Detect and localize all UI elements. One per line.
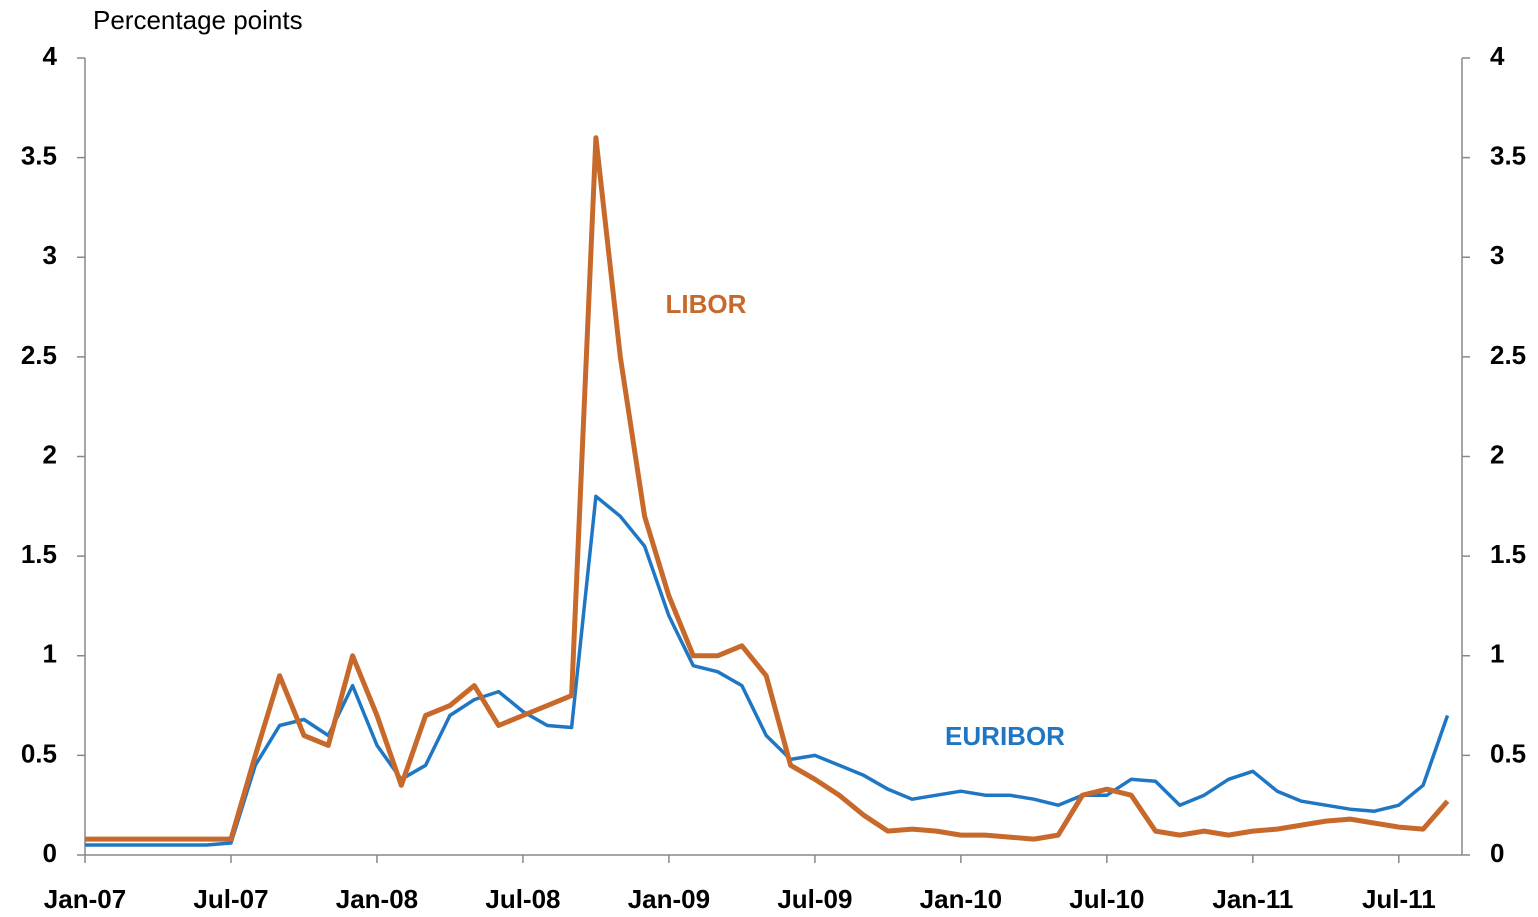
- x-tick-label: Jan-11: [1212, 884, 1293, 914]
- y2-tick-label: 0.5: [1490, 738, 1526, 768]
- y2-tick-label: 2: [1490, 439, 1504, 469]
- y-tick-label: 2.5: [21, 340, 57, 370]
- x-tick-label: Jul-10: [1069, 884, 1144, 914]
- x-tick-label: Jan-09: [628, 884, 710, 914]
- y2-tick-label: 4: [1490, 41, 1505, 71]
- y-tick-label: 1.5: [21, 539, 57, 569]
- y-tick-label: 4: [43, 41, 58, 71]
- x-tick-label: Jul-11: [1362, 884, 1436, 914]
- x-tick-label: Jan-07: [44, 884, 126, 914]
- y-tick-label: 0: [43, 838, 57, 868]
- series-label: LIBOR: [666, 289, 747, 319]
- x-tick-label: Jul-07: [193, 884, 268, 914]
- series-label: EURIBOR: [945, 721, 1065, 751]
- y-tick-label: 2: [43, 439, 57, 469]
- y2-tick-label: 1: [1490, 639, 1504, 669]
- x-tick-label: Jul-09: [777, 884, 852, 914]
- y2-tick-label: 0: [1490, 838, 1504, 868]
- y-tick-label: 3.5: [21, 141, 57, 171]
- x-tick-label: Jan-10: [920, 884, 1002, 914]
- y2-tick-label: 3.5: [1490, 141, 1526, 171]
- y-axis-label: Percentage points: [93, 5, 303, 35]
- y2-tick-label: 3: [1490, 240, 1504, 270]
- y-tick-label: 0.5: [21, 738, 57, 768]
- y-tick-label: 1: [43, 639, 57, 669]
- y-tick-label: 3: [43, 240, 57, 270]
- series-line: [85, 135, 1450, 842]
- y2-tick-label: 1.5: [1490, 539, 1526, 569]
- series-line: [85, 494, 1450, 847]
- x-tick-label: Jul-08: [485, 884, 560, 914]
- x-tick-label: Jan-08: [336, 884, 418, 914]
- y2-tick-label: 2.5: [1490, 340, 1526, 370]
